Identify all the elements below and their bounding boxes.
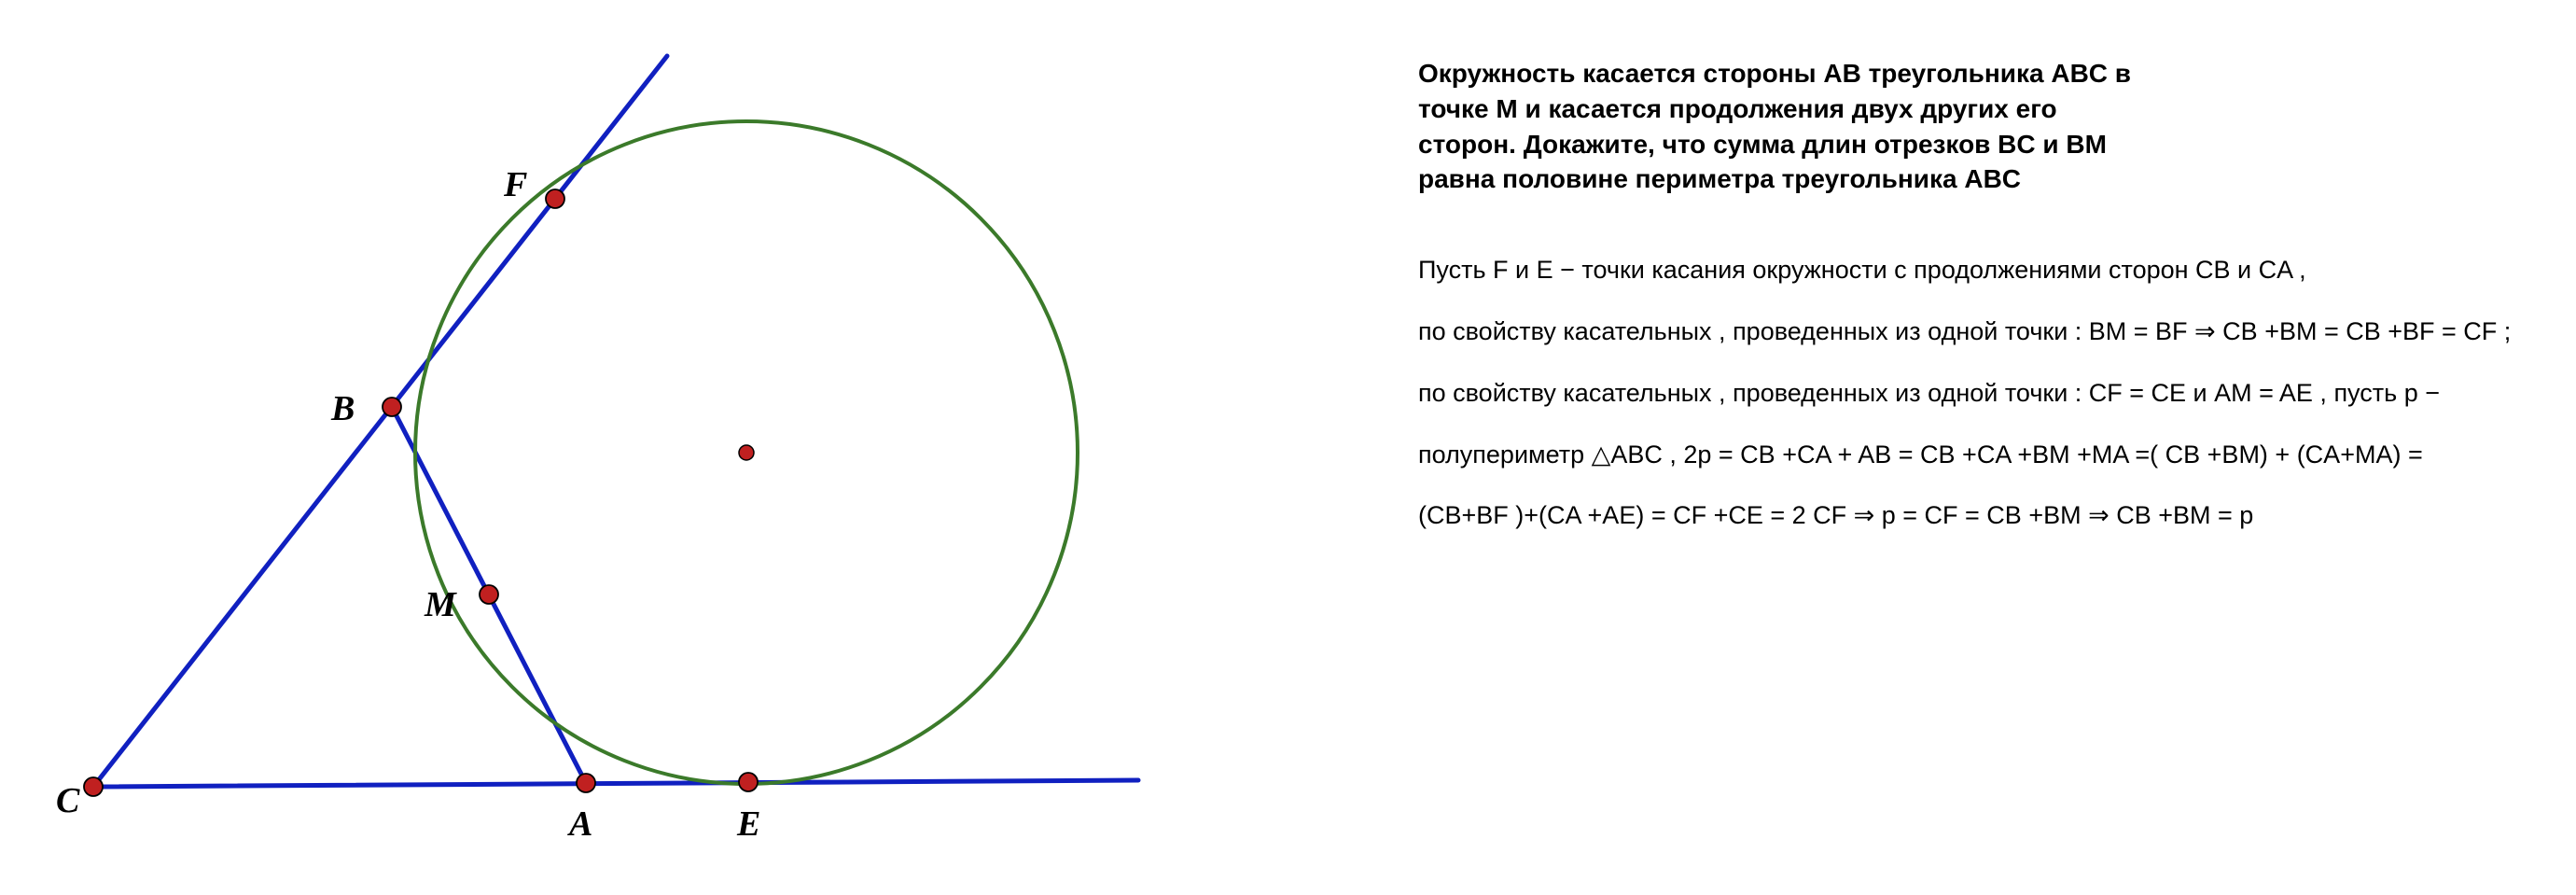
problem-line: Окружность касается стороны AB треугольн… bbox=[1418, 56, 2538, 91]
solution-line: по свойству касательных , проведенных из… bbox=[1418, 376, 2538, 412]
solution-line: (CB+BF )+(CA +AE) = CF +CE = 2 CF ⇒ p = … bbox=[1418, 498, 2538, 534]
circle-center-point bbox=[739, 445, 754, 460]
point-label-B: B bbox=[330, 389, 355, 428]
problem-statement: Окружность касается стороны AB треугольн… bbox=[1418, 56, 2538, 197]
solution: Пусть F и E − точки касания окружности с… bbox=[1418, 253, 2538, 534]
diagram-svg: C A E M B F bbox=[0, 0, 1213, 895]
point-label-A: A bbox=[567, 804, 592, 844]
point-M bbox=[480, 585, 498, 604]
point-C bbox=[84, 777, 103, 796]
point-F bbox=[546, 189, 564, 208]
solution-line: по свойству касательных , проведенных из… bbox=[1418, 315, 2538, 350]
point-E bbox=[739, 773, 758, 791]
solution-line: Пусть F и E − точки касания окружности с… bbox=[1418, 253, 2538, 288]
point-label-F: F bbox=[503, 165, 527, 204]
point-label-C: C bbox=[56, 781, 80, 820]
point-B bbox=[383, 398, 401, 416]
text-panel: Окружность касается стороны AB треугольн… bbox=[1418, 56, 2538, 560]
problem-line: сторон. Докажите, что сумма длин отрезко… bbox=[1418, 127, 2538, 162]
problem-line: равна половине периметра треугольника AB… bbox=[1418, 161, 2538, 197]
point-A bbox=[577, 774, 595, 792]
problem-line: точке M и касается продолжения двух друг… bbox=[1418, 91, 2538, 127]
point-label-M: M bbox=[424, 585, 457, 624]
construction-line bbox=[93, 780, 1138, 787]
point-label-E: E bbox=[736, 804, 760, 844]
geometry-diagram: C A E M B F bbox=[0, 0, 1213, 895]
solution-line: полупериметр △ABC , 2p = CB +CA + AB = C… bbox=[1418, 438, 2538, 473]
